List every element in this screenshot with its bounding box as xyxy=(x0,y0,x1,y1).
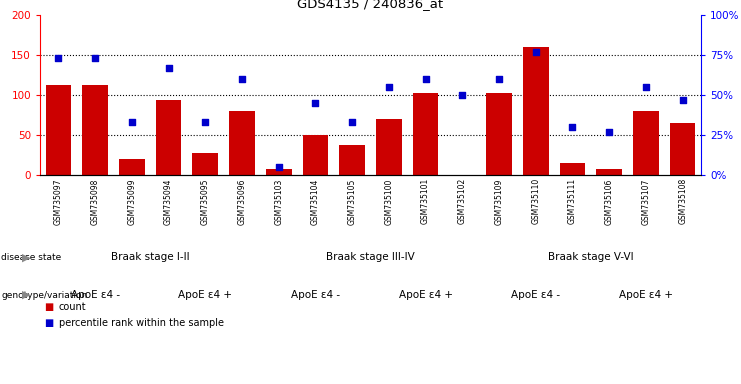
Point xyxy=(383,84,395,90)
Text: ▶: ▶ xyxy=(22,253,31,263)
Point xyxy=(89,55,101,61)
Text: GSM735108: GSM735108 xyxy=(678,178,687,225)
Text: GSM735110: GSM735110 xyxy=(531,178,540,225)
Point xyxy=(273,164,285,170)
Text: GSM735097: GSM735097 xyxy=(54,178,63,225)
Point xyxy=(162,65,174,71)
Text: GSM735099: GSM735099 xyxy=(127,178,136,225)
Bar xyxy=(266,169,291,175)
Text: ApoE ε4 -: ApoE ε4 - xyxy=(70,290,119,300)
Bar xyxy=(413,93,439,175)
Text: count: count xyxy=(59,302,86,312)
Bar xyxy=(523,47,548,175)
Text: GDS4135 / 240836_at: GDS4135 / 240836_at xyxy=(297,0,444,10)
Point xyxy=(310,100,322,106)
Text: GSM735103: GSM735103 xyxy=(274,178,283,225)
Text: disease state: disease state xyxy=(1,253,62,262)
Point xyxy=(603,129,615,135)
Point xyxy=(640,84,652,90)
Point xyxy=(419,76,431,82)
Point xyxy=(126,119,138,125)
Bar xyxy=(45,85,71,175)
Bar xyxy=(597,169,622,175)
Bar xyxy=(633,111,659,175)
Text: Braak stage V-VI: Braak stage V-VI xyxy=(548,253,634,263)
Text: GSM735095: GSM735095 xyxy=(201,178,210,225)
Point xyxy=(493,76,505,82)
Text: GSM735102: GSM735102 xyxy=(458,178,467,225)
Bar xyxy=(339,145,365,175)
Point xyxy=(677,97,688,103)
Text: GSM735100: GSM735100 xyxy=(385,178,393,225)
Point xyxy=(236,76,248,82)
Bar xyxy=(670,123,696,175)
Text: GSM735094: GSM735094 xyxy=(164,178,173,225)
Text: GSM735096: GSM735096 xyxy=(237,178,247,225)
Point xyxy=(530,49,542,55)
Bar xyxy=(486,93,512,175)
Text: GSM735098: GSM735098 xyxy=(90,178,99,225)
Bar xyxy=(376,119,402,175)
Text: Braak stage I-II: Braak stage I-II xyxy=(111,253,190,263)
Text: ApoE ε4 +: ApoE ε4 + xyxy=(619,290,673,300)
Bar xyxy=(559,163,585,175)
Bar xyxy=(156,100,182,175)
Point xyxy=(53,55,64,61)
Text: GSM735107: GSM735107 xyxy=(642,178,651,225)
Bar xyxy=(193,152,218,175)
Text: percentile rank within the sample: percentile rank within the sample xyxy=(59,318,224,328)
Text: ■: ■ xyxy=(44,302,53,312)
Text: GSM735101: GSM735101 xyxy=(421,178,430,225)
Bar xyxy=(82,85,108,175)
Text: ApoE ε4 -: ApoE ε4 - xyxy=(511,290,560,300)
Text: Braak stage III-IV: Braak stage III-IV xyxy=(326,253,415,263)
Text: ApoE ε4 +: ApoE ε4 + xyxy=(399,290,453,300)
Text: ▶: ▶ xyxy=(22,290,31,300)
Text: GSM735104: GSM735104 xyxy=(311,178,320,225)
Text: ■: ■ xyxy=(44,318,53,328)
Text: GSM735111: GSM735111 xyxy=(568,178,577,224)
Text: GSM735106: GSM735106 xyxy=(605,178,614,225)
Point xyxy=(567,124,579,130)
Bar xyxy=(229,111,255,175)
Point xyxy=(456,92,468,98)
Text: GSM735105: GSM735105 xyxy=(348,178,356,225)
Text: genotype/variation: genotype/variation xyxy=(1,291,87,300)
Text: ApoE ε4 -: ApoE ε4 - xyxy=(291,290,340,300)
Bar xyxy=(119,159,144,175)
Text: GSM735109: GSM735109 xyxy=(494,178,504,225)
Point xyxy=(346,119,358,125)
Point xyxy=(199,119,211,125)
Bar xyxy=(302,135,328,175)
Text: ApoE ε4 +: ApoE ε4 + xyxy=(179,290,232,300)
